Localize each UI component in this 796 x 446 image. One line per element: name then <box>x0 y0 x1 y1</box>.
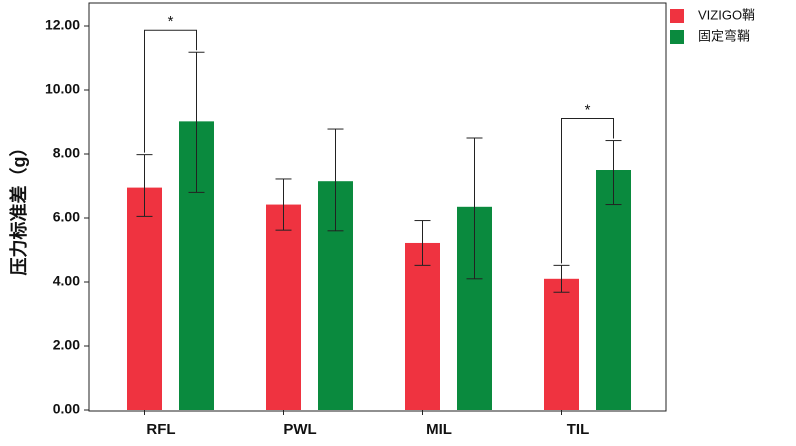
y-axis-label: 压力标准差（g） <box>8 139 29 276</box>
legend-label: VIZIGO鞘 <box>698 7 755 22</box>
y-tick-label: 4.00 <box>53 273 80 289</box>
x-category-label: TIL <box>567 421 590 438</box>
significance-bracket <box>561 118 614 264</box>
bar-pwl-series-1 <box>266 204 301 410</box>
y-axis-ticks: 0.00 2.00 4.00 6.00 8.00 10.00 12.00 <box>45 17 89 417</box>
x-axis-categories: RFL PWL MIL TIL <box>144 410 590 438</box>
legend-label: 固定弯鞘 <box>698 28 750 43</box>
y-tick-label: 0.00 <box>53 401 80 417</box>
y-tick-label: 8.00 <box>53 145 80 161</box>
y-tick-label: 10.00 <box>45 81 80 97</box>
x-category-label: RFL <box>146 421 175 438</box>
legend-swatch <box>670 9 684 23</box>
significance-marker: * <box>585 102 591 119</box>
y-tick-label: 12.00 <box>45 17 80 33</box>
bar-til-series-2 <box>596 170 631 410</box>
significance-group: ** <box>144 13 614 264</box>
x-category-label: MIL <box>426 421 452 438</box>
significance-bracket <box>144 29 197 153</box>
bar-til-series-1 <box>544 278 579 410</box>
error-bars-group <box>136 51 622 293</box>
x-category-label: PWL <box>283 421 316 438</box>
significance-marker: * <box>168 13 174 30</box>
bar-mil-series-1 <box>405 242 440 410</box>
legend-swatch <box>670 30 684 44</box>
y-tick-label: 2.00 <box>53 337 80 353</box>
plot-frame <box>88 2 667 412</box>
y-tick-label: 6.00 <box>53 209 80 225</box>
bar-rfl-series-1 <box>127 187 162 410</box>
